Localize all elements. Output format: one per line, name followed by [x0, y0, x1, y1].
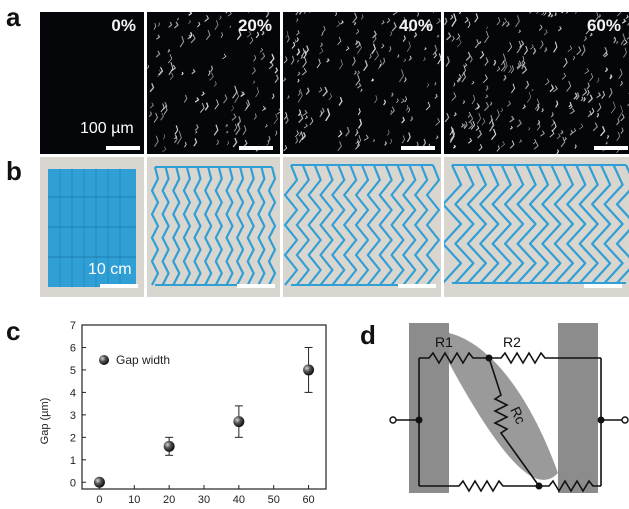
crack-pattern-20	[147, 12, 280, 153]
kirigami-mesh-60	[444, 164, 629, 284]
node-bottom	[535, 482, 543, 490]
kirigami-photo-0: 10 cm	[40, 157, 144, 297]
y-tick-label: 5	[70, 365, 76, 377]
kirigami-photo-40	[283, 157, 441, 297]
x-tick-label: 40	[233, 494, 245, 506]
x-tick-label: 60	[302, 494, 314, 506]
x-tick-label: 50	[268, 494, 280, 506]
resistor-r1-bottom	[539, 479, 601, 493]
kirigami-sheet-0	[48, 169, 136, 287]
resistor-r2-top	[489, 351, 601, 365]
kirigami-photo-20	[147, 157, 280, 297]
label-r2-top: R2	[503, 334, 521, 350]
strain-label-40: 40%	[398, 16, 433, 35]
strain-label-0: 0%	[111, 16, 136, 35]
y-axis-label: Gap (µm)	[39, 398, 51, 445]
scale-bar-sem-40	[401, 146, 435, 150]
node-right	[597, 416, 605, 424]
kirigami-photo-60	[444, 157, 629, 297]
sem-image-0: 0% 100 µm	[40, 12, 144, 154]
electrode-right	[558, 323, 598, 493]
x-tick-label: 20	[163, 494, 175, 506]
panel-label-c: c	[6, 316, 21, 346]
scale-label-sem: 100 µm	[80, 120, 134, 137]
crack-pattern-40	[283, 12, 441, 152]
strain-label-60: 60%	[586, 16, 621, 35]
data-point	[93, 476, 105, 488]
label-r1-top: R1	[435, 334, 453, 350]
strain-label-20: 20%	[237, 16, 272, 35]
scale-bar-sem-60	[594, 146, 628, 150]
node-top	[485, 354, 493, 362]
panel-label-b: b	[6, 156, 22, 186]
y-tick-label: 7	[70, 320, 76, 332]
y-tick-label: 2	[70, 432, 76, 444]
legend-label: Gap width	[116, 353, 170, 367]
terminal-left	[389, 416, 397, 424]
legend: Gap width	[99, 353, 170, 367]
resistor-r2-bottom	[419, 479, 539, 493]
terminal-right	[621, 416, 629, 424]
resistor-r1-top	[419, 351, 489, 365]
scale-bar-photo-20	[237, 284, 275, 288]
circuit-diagram: R1 R2 Rc R2 R1	[389, 323, 629, 493]
data-points	[93, 346, 315, 488]
y-tick-label: 1	[70, 455, 76, 467]
data-point	[303, 364, 315, 376]
scale-bar-photo-0	[100, 284, 138, 288]
scale-bar-sem-0	[106, 146, 140, 150]
data-point	[233, 416, 245, 428]
data-point	[163, 440, 175, 452]
plot-frame	[81, 324, 327, 490]
scale-bar-sem-20	[239, 146, 273, 150]
gap-width-chart: 0 1 2 3 4 5 6 7 0 10 20 30 40 50 60 Gap (µm) Gap widt…	[39, 320, 327, 506]
y-tick-label: 3	[70, 410, 76, 422]
scale-label-photo: 10 cm	[88, 261, 132, 278]
plot-border	[81, 324, 327, 490]
sem-image-20: 20%	[147, 12, 280, 154]
legend-marker	[99, 355, 109, 365]
label-rc: Rc	[507, 404, 529, 426]
x-tick-label: 30	[198, 494, 210, 506]
x-axis-ticks: 0 10 20 30 40 50 60	[96, 485, 315, 506]
panel-label-d: d	[360, 320, 376, 350]
y-tick-label: 0	[70, 477, 76, 489]
x-tick-label: 10	[128, 494, 140, 506]
sem-image-40: 40%	[283, 12, 441, 154]
electrode-left	[409, 323, 449, 493]
scale-bar-photo-40	[398, 284, 436, 288]
kirigami-mesh-40	[283, 164, 441, 286]
y-tick-label: 4	[70, 387, 76, 399]
y-tick-label: 6	[70, 342, 76, 354]
y-axis-ticks: 0 1 2 3 4 5 6 7	[70, 320, 86, 489]
sem-image-60: 60%	[444, 12, 629, 154]
x-tick-label: 0	[96, 494, 102, 506]
kirigami-mesh-20	[150, 166, 277, 286]
resistor-rc	[488, 357, 540, 487]
panel-label-a: a	[6, 2, 21, 32]
node-left	[415, 416, 423, 424]
scale-bar-photo-60	[584, 284, 622, 288]
